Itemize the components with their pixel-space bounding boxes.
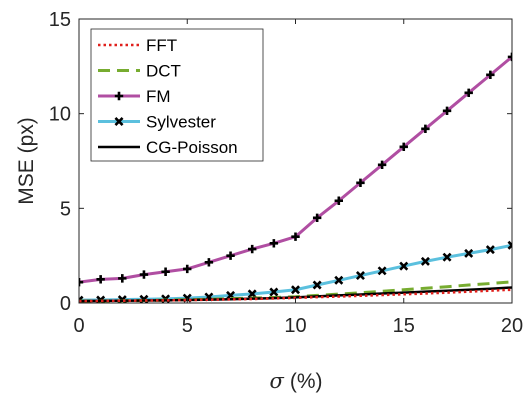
data-point-sylvester — [442, 252, 452, 262]
legend-item-dct: DCT — [98, 62, 181, 81]
x-axis-label: σ (%) — [269, 369, 322, 393]
data-point-sylvester — [355, 271, 365, 281]
x-tick-label: 20 — [501, 315, 523, 337]
data-point-fm — [486, 70, 495, 80]
series-line-fft — [79, 288, 512, 303]
data-point-sylvester — [312, 280, 322, 290]
data-point-sylvester — [377, 266, 387, 276]
x-axis-label-symbol: σ — [269, 369, 284, 393]
legend-item-sylvester: Sylvester — [98, 113, 216, 132]
y-tick-label: 5 — [60, 198, 71, 220]
legend: FFT DCT FM Sylvester CG-Poisson — [90, 28, 264, 162]
y-tick-label: 10 — [49, 104, 71, 126]
data-point-fm — [464, 88, 473, 98]
data-point-sylvester — [420, 256, 430, 266]
data-point-fm — [183, 264, 192, 274]
data-point-fm — [507, 52, 512, 62]
legend-item-cg-poisson: CG-Poisson — [98, 138, 238, 157]
legend-label-fm: FM — [146, 87, 171, 106]
data-point-fm — [442, 106, 452, 116]
y-tick-label: 15 — [49, 9, 71, 31]
legend-label-sylvester: Sylvester — [146, 113, 216, 132]
data-point-sylvester — [507, 240, 512, 250]
legend-marker-fm — [114, 91, 124, 101]
data-point-fm — [399, 142, 408, 151]
y-axis-label: MSE (px) — [15, 117, 38, 205]
data-point-fm — [248, 244, 257, 254]
data-point-fm — [204, 258, 214, 267]
data-point-fm — [139, 270, 149, 279]
legend-label-cg-poisson: CG-Poisson — [146, 138, 238, 157]
series-fm — [79, 52, 512, 287]
data-point-fm — [334, 196, 343, 205]
x-tick-label: 5 — [182, 315, 193, 337]
data-point-sylvester — [399, 261, 409, 271]
x-tick-label: 15 — [393, 315, 415, 337]
y-tick-label: 0 — [60, 293, 71, 315]
legend-item-fm: FM — [98, 87, 171, 106]
data-point-sylvester — [269, 287, 279, 297]
data-point-fm — [356, 178, 365, 187]
data-point-sylvester — [464, 248, 474, 258]
data-point-sylvester — [485, 245, 495, 255]
legend-item-fft: FFT — [98, 36, 177, 55]
data-point-fm — [226, 251, 235, 260]
data-point-sylvester — [291, 285, 300, 295]
series-fft — [79, 288, 512, 303]
x-axis-label-unit: (%) — [290, 370, 323, 393]
data-point-fm — [377, 160, 387, 169]
x-tick-label: 10 — [284, 315, 306, 337]
legend-label-fft: FFT — [146, 36, 177, 55]
data-point-fm — [96, 275, 105, 284]
data-point-fm — [421, 124, 430, 134]
data-point-sylvester — [334, 275, 344, 285]
data-point-fm — [79, 277, 84, 287]
data-point-fm — [161, 267, 170, 276]
x-tick-label: 0 — [73, 315, 84, 337]
axes-layer: 0 5 10 15 20 0 5 10 15 — [49, 9, 523, 337]
data-point-fm — [312, 213, 322, 222]
data-point-fm — [118, 274, 127, 283]
legend-label-dct: DCT — [146, 62, 181, 81]
data-point-fm — [269, 239, 279, 248]
legend-marker-sylvester — [114, 117, 124, 126]
data-point-fm — [291, 232, 300, 241]
series-layer — [79, 52, 512, 303]
data-point-sylvester — [247, 289, 257, 299]
